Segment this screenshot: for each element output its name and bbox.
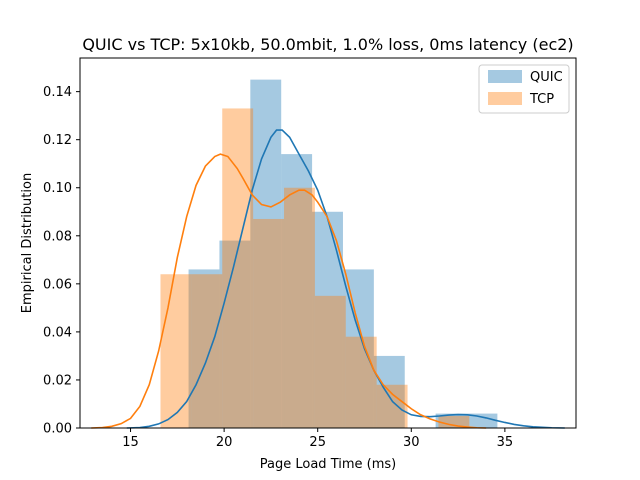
x-axis-label: Page Load Time (ms): [260, 457, 396, 472]
hist-bar-quic-8: [435, 413, 467, 428]
hist-bar-tcp-4: [284, 187, 315, 428]
y-tick-label-5: 0.10: [43, 181, 72, 196]
y-tick-label-0: 0.00: [43, 422, 72, 437]
x-tick-label-25: 25: [309, 435, 326, 450]
y-axis-ticks: 0.00 0.02 0.04 0.06 0.08 0.10 0.12 0.14: [43, 85, 80, 437]
y-tick-label-3: 0.06: [43, 277, 72, 292]
x-tick-label-20: 20: [216, 435, 233, 450]
legend-swatch-tcp: [488, 92, 522, 105]
kde-line-tcp: [91, 153, 487, 429]
x-tick-label-15: 15: [122, 435, 139, 450]
y-tick-label-2: 0.04: [43, 325, 72, 340]
hist-bar-tcp-3: [253, 218, 285, 428]
kde-line-quic: [126, 129, 565, 429]
hist-bar-quic-0: [188, 269, 220, 428]
hist-bar-tcp-2: [222, 108, 254, 429]
chart-title: QUIC vs TCP: 5x10kb, 50.0mbit, 1.0% loss…: [82, 35, 573, 54]
hist-bar-tcp-1: [191, 274, 223, 428]
hist-bar-tcp-9: [438, 415, 470, 428]
hist-bar-quic-3: [281, 154, 313, 429]
x-tick-label-30: 30: [403, 435, 420, 450]
plot-frame: [79, 57, 577, 429]
y-axis-label: Empirical Distribution: [20, 173, 35, 313]
legend-box: [478, 64, 570, 114]
hist-bar-quic-1: [219, 240, 251, 428]
x-tick-label-35: 35: [497, 435, 514, 450]
x-axis-ticks: 15 20 25 30 35: [122, 428, 513, 450]
y-tick-label-7: 0.14: [43, 85, 72, 100]
y-tick-label-1: 0.02: [43, 373, 72, 388]
legend-label-tcp: TCP: [529, 92, 554, 107]
histogram-bars: [160, 79, 498, 429]
legend-swatch-quic: [488, 70, 522, 83]
hist-bar-tcp-6: [345, 336, 377, 428]
hist-bar-tcp-5: [314, 295, 346, 428]
legend: QUIC TCP: [478, 64, 570, 114]
y-tick-label-4: 0.08: [43, 229, 72, 244]
kde-curves: [91, 129, 565, 429]
hist-bar-quic-2: [250, 79, 282, 428]
y-tick-label-6: 0.12: [43, 133, 72, 148]
hist-bar-quic-9: [466, 413, 498, 428]
legend-label-quic: QUIC: [530, 70, 563, 85]
hist-bar-tcp-7: [376, 384, 408, 428]
hist-bar-tcp-0: [160, 274, 192, 428]
